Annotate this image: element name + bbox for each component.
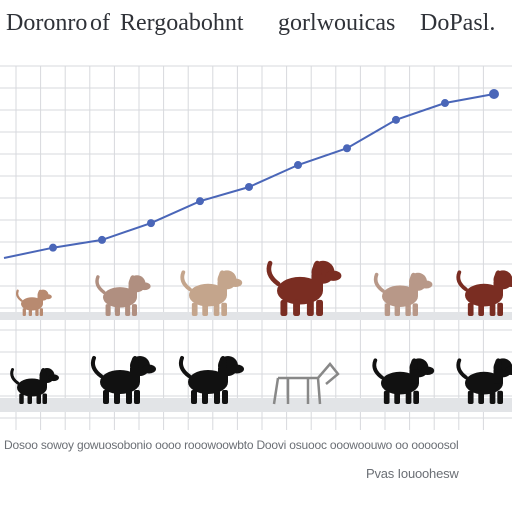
- dog-icon: [180, 270, 243, 316]
- row-baseline: [0, 398, 512, 412]
- dog-icon: [456, 358, 512, 404]
- figure-baselines: [0, 312, 512, 412]
- data-point: [49, 243, 57, 252]
- row-baseline: [0, 312, 512, 320]
- dog-icon: [456, 270, 512, 316]
- footnote: Pvas Iouoohesw: [366, 466, 459, 481]
- chart-grid: [0, 65, 512, 430]
- title-word-2: of: [90, 10, 110, 36]
- colored-dog-row: [16, 260, 512, 316]
- dog-icon: [266, 260, 342, 316]
- dog-icon: [372, 358, 435, 404]
- chart-title: Doronro of Rergoabohnt gorlwouicas DoPas…: [0, 10, 512, 50]
- dog-icon: [90, 356, 156, 404]
- series-points: [49, 89, 499, 252]
- dog-icon: [178, 356, 244, 404]
- data-point: [343, 144, 351, 153]
- title-word-3: Rergoabohnt: [120, 10, 244, 36]
- title-word-1: Doronro: [6, 10, 88, 36]
- data-point: [441, 99, 449, 108]
- data-point: [147, 219, 155, 228]
- dog-icon: [95, 275, 151, 316]
- title-word-5: DoPasl.: [420, 10, 496, 36]
- dog-icon: [373, 272, 433, 316]
- data-point: [98, 235, 106, 244]
- puppy-icon: [10, 368, 59, 404]
- caption-line: Dosoo sowoy gowuosobonio oooo rooowoowbt…: [4, 438, 459, 452]
- title-word-4: gorlwouicas: [278, 10, 396, 36]
- data-point: [294, 161, 302, 170]
- silhouette-dog-row: [10, 356, 512, 405]
- data-point: [489, 89, 499, 99]
- data-point: [245, 182, 253, 191]
- data-point: [196, 197, 204, 206]
- dog-sketch-icon: [272, 362, 340, 405]
- data-point: [392, 115, 400, 124]
- puppy-icon: [16, 289, 52, 316]
